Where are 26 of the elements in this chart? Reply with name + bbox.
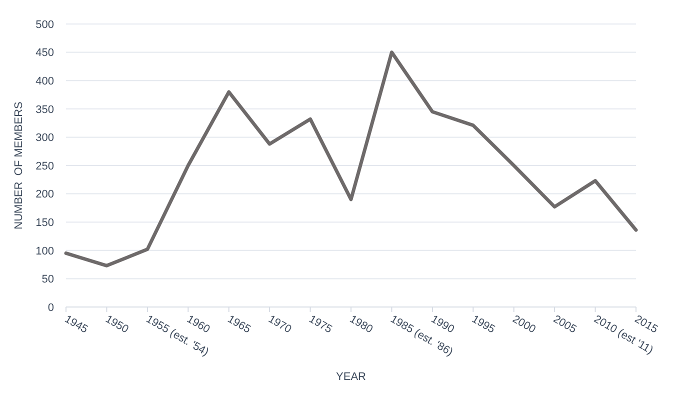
y-tick-label: 500 [36, 18, 54, 31]
x-tick-label: 2000 [510, 313, 538, 336]
x-axis-title: YEAR [336, 371, 366, 383]
x-tick-label: 1975 [306, 313, 334, 336]
x-tick-label: 1960 [184, 313, 212, 336]
y-tick-label: 100 [36, 245, 54, 258]
y-tick-label: 200 [36, 188, 54, 201]
y-tick-label: 400 [36, 75, 54, 88]
x-tick-label: 1980 [348, 313, 375, 336]
x-tick-label: 1995 [470, 313, 497, 336]
y-tick-label: 0 [48, 302, 54, 314]
x-tick-label: 2005 [551, 313, 578, 336]
y-tick-label: 50 [42, 274, 54, 286]
x-tick-label: 1970 [266, 313, 294, 336]
y-tick-label: 300 [36, 132, 54, 144]
y-axis-title: NUMBER OF MEMBERS [13, 102, 25, 230]
x-tick-label: 1950 [103, 313, 130, 336]
y-tick-label: 350 [36, 104, 54, 116]
x-tick-label: 1945 [62, 313, 90, 336]
line-series [64, 50, 638, 268]
x-tick-label: 1965 [225, 313, 253, 336]
y-tick-label: 150 [36, 216, 54, 229]
x-tick-label: 1990 [428, 313, 456, 336]
y-tick-label: 450 [36, 47, 54, 60]
y-tick-label: 250 [36, 160, 54, 172]
x-tick-label: 2015 [632, 313, 660, 336]
